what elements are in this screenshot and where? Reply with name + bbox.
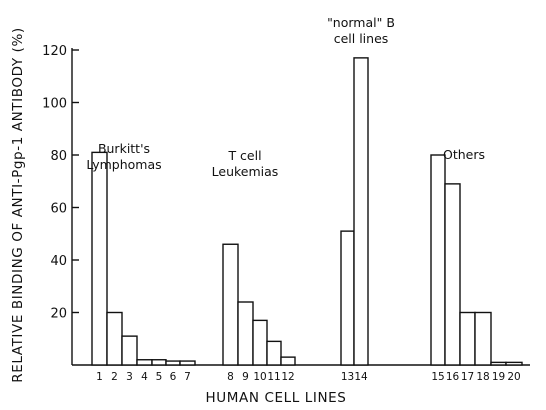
bar	[505, 361, 523, 366]
bar	[136, 359, 153, 366]
x-tick-label: 5	[156, 371, 163, 383]
x-tick-label: 9	[242, 371, 249, 383]
x-tick-label: 3	[126, 371, 133, 383]
y-tick-label: 100	[42, 97, 67, 112]
x-tick-label: 13	[341, 371, 354, 383]
y-tick-label: 60	[50, 202, 67, 217]
bar	[252, 319, 268, 366]
y-tick-label: 80	[50, 149, 67, 164]
x-tick-label: 19	[492, 371, 505, 383]
bar	[151, 359, 167, 366]
x-tick-label: 20	[507, 371, 520, 383]
x-tick-label: 10	[253, 371, 266, 383]
bar	[340, 230, 355, 366]
group-label: cell lines	[334, 31, 389, 46]
group-label: T cell	[227, 148, 261, 163]
x-tick-label: 2	[111, 371, 118, 383]
x-tick-label: 15	[431, 371, 444, 383]
bar	[474, 311, 492, 366]
group-label: Lymphomas	[86, 157, 161, 172]
y-tick-label: 40	[50, 254, 67, 269]
bar	[91, 151, 108, 366]
bar	[165, 360, 181, 366]
bar	[121, 335, 138, 366]
group-label: Leukemias	[212, 164, 279, 179]
x-tick-label: 11	[267, 371, 280, 383]
bar	[490, 361, 507, 366]
bar	[430, 154, 446, 366]
x-tick-label: 8	[227, 371, 234, 383]
group-label: "normal" B	[327, 15, 395, 30]
x-tick-label: 6	[170, 371, 177, 383]
bar	[179, 360, 196, 366]
bar	[222, 243, 239, 366]
x-tick-label: 14	[354, 371, 368, 383]
y-tick-label: 120	[42, 44, 67, 59]
x-tick-label: 17	[461, 371, 474, 383]
group-label: Others	[443, 147, 485, 162]
chart-bars	[91, 57, 523, 366]
bar	[106, 311, 123, 366]
bar	[237, 301, 254, 366]
y-axis-title: RELATIVE BINDING OF ANTI-Pgp-1 ANTIBODY …	[10, 27, 26, 383]
x-tick-label: 12	[281, 371, 294, 383]
bar	[459, 311, 476, 366]
x-tick-label: 1	[96, 371, 103, 383]
x-tick-label: 7	[184, 371, 191, 383]
x-tick-label: 16	[446, 371, 460, 383]
x-axis-title: HUMAN CELL LINES	[206, 390, 347, 406]
group-label: Burkitt's	[98, 141, 150, 156]
bar	[266, 340, 282, 366]
bar	[444, 183, 461, 366]
bar	[353, 57, 369, 366]
bar	[280, 356, 296, 366]
x-tick-label: 18	[476, 371, 489, 383]
x-tick-label: 4	[141, 371, 148, 383]
y-tick-label: 20	[50, 307, 67, 322]
